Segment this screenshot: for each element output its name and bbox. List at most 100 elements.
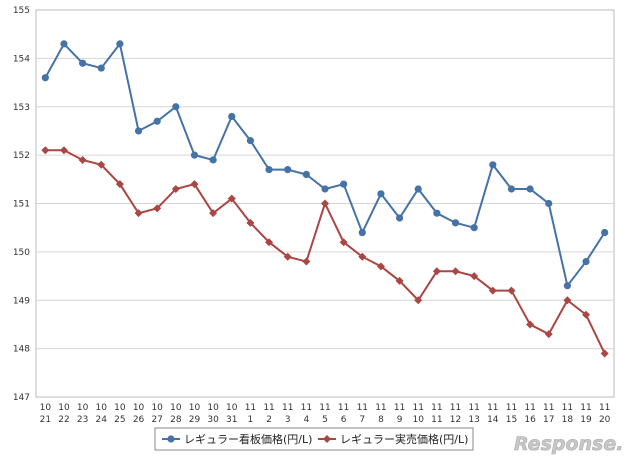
x-tick-day: 20 — [599, 415, 611, 425]
data-point-series-2 — [432, 267, 441, 276]
data-point-series-2 — [302, 257, 311, 266]
x-tick-day: 6 — [341, 415, 347, 425]
data-point-series-1 — [582, 257, 590, 266]
data-point-series-1 — [321, 185, 329, 193]
x-tick-day: 2 — [266, 415, 272, 425]
x-tick-day: 21 — [40, 415, 51, 425]
legend-box — [154, 427, 474, 451]
data-point-series-1 — [433, 209, 441, 217]
data-point-series-1 — [545, 199, 553, 208]
legend: レギュラー看板価格(円/L) レギュラー実売価格(円/L) — [154, 427, 474, 451]
data-point-series-1 — [172, 103, 180, 111]
x-tick-month: 11 — [599, 403, 610, 413]
data-point-series-1 — [134, 127, 143, 135]
legend-marker-series-1 — [167, 435, 175, 443]
x-tick-month: 10 — [58, 403, 70, 413]
data-point-series-2 — [321, 199, 329, 208]
data-point-series-2 — [59, 146, 68, 155]
data-point-series-2 — [283, 252, 292, 261]
data-point-series-2 — [78, 155, 87, 164]
data-point-series-1 — [228, 112, 236, 121]
x-tick-month: 11 — [245, 403, 256, 413]
x-tick-month: 11 — [562, 403, 573, 413]
x-tick-month: 10 — [96, 403, 108, 413]
y-tick-label: 148 — [13, 345, 30, 355]
y-tick-labels: 147 148 149 150 151 152 153 154 155 — [13, 6, 30, 403]
svg-text:Response.: Response. — [514, 433, 623, 455]
data-point-series-1 — [190, 151, 199, 159]
y-tick-label: 153 — [13, 103, 30, 113]
data-point-series-2 — [115, 180, 124, 189]
x-tick-day: 25 — [114, 415, 125, 425]
x-tick-day: 22 — [58, 415, 69, 425]
data-point-series-1 — [451, 219, 460, 227]
y-tick-label: 147 — [13, 393, 30, 403]
data-point-series-1 — [116, 40, 124, 48]
data-point-series-2 — [134, 209, 143, 218]
x-tick-day: 1 — [248, 415, 254, 425]
x-tick-day: 24 — [96, 415, 108, 425]
data-point-series-1 — [340, 180, 348, 188]
data-point-series-1 — [563, 282, 571, 290]
data-point-series-1 — [358, 228, 366, 237]
data-point-series-1 — [601, 228, 609, 237]
x-tick-day: 29 — [189, 415, 201, 425]
data-point-series-2 — [470, 272, 479, 281]
legend-label-series-2: レギュラー実売価格(円/L) — [340, 432, 468, 446]
x-tick-month: 11 — [282, 403, 293, 413]
x-tick-month: 10 — [226, 403, 238, 413]
y-tick-label: 149 — [13, 296, 30, 306]
data-point-series-2 — [488, 286, 497, 295]
x-tick-month: 10 — [40, 403, 52, 413]
x-tick-day: 5 — [322, 415, 328, 425]
x-tick-day: 26 — [133, 415, 145, 425]
x-tick-day: 10 — [412, 415, 424, 425]
y-tick-label: 155 — [13, 6, 30, 16]
x-tick-day: 11 — [431, 415, 442, 425]
x-tick-day: 31 — [226, 415, 237, 425]
data-point-series-2 — [97, 160, 106, 169]
data-point-series-1 — [507, 185, 516, 193]
data-point-series-2 — [600, 349, 609, 358]
x-tick-month: 11 — [357, 403, 368, 413]
response-logo: Response. — [514, 433, 624, 456]
x-tick-month: 10 — [207, 403, 219, 413]
x-tick-month: 11 — [412, 403, 423, 413]
x-tick-month: 11 — [487, 403, 498, 413]
x-tick-day: 27 — [151, 415, 162, 425]
data-point-series-2 — [376, 262, 385, 271]
series-group — [41, 40, 609, 358]
x-tick-month: 11 — [338, 403, 349, 413]
data-point-series-1 — [265, 166, 273, 174]
x-tick-month: 10 — [170, 403, 182, 413]
x-tick-month: 11 — [431, 403, 442, 413]
x-tick-month: 10 — [189, 403, 201, 413]
x-tick-day: 12 — [450, 415, 461, 425]
data-point-series-2 — [414, 296, 423, 305]
data-point-series-1 — [377, 190, 385, 198]
x-tick-month: 11 — [375, 403, 386, 413]
data-point-series-1 — [489, 161, 497, 169]
data-point-series-1 — [414, 185, 422, 193]
data-point-series-2 — [246, 218, 255, 227]
data-point-series-1 — [97, 64, 105, 72]
x-tick-labels: 1021102210231024102510261027102810291030… — [40, 403, 611, 425]
data-point-series-1 — [153, 117, 161, 125]
data-point-series-2 — [339, 238, 348, 247]
legend-label-series-1: レギュラー看板価格(円/L) — [184, 432, 312, 446]
x-tick-day: 30 — [207, 415, 219, 425]
data-point-series-2 — [190, 180, 199, 189]
x-tick-month: 11 — [394, 403, 405, 413]
x-tick-month: 11 — [524, 403, 535, 413]
x-tick-month: 11 — [468, 403, 479, 413]
x-tick-day: 13 — [468, 415, 479, 425]
x-tick-day: 18 — [562, 415, 574, 425]
y-tick-label: 151 — [13, 200, 30, 210]
x-tick-day: 15 — [506, 415, 517, 425]
data-point-series-2 — [41, 146, 50, 155]
data-point-series-1 — [60, 40, 68, 48]
data-point-series-1 — [284, 166, 292, 174]
data-point-series-1 — [246, 137, 255, 145]
data-point-series-2 — [171, 184, 180, 193]
